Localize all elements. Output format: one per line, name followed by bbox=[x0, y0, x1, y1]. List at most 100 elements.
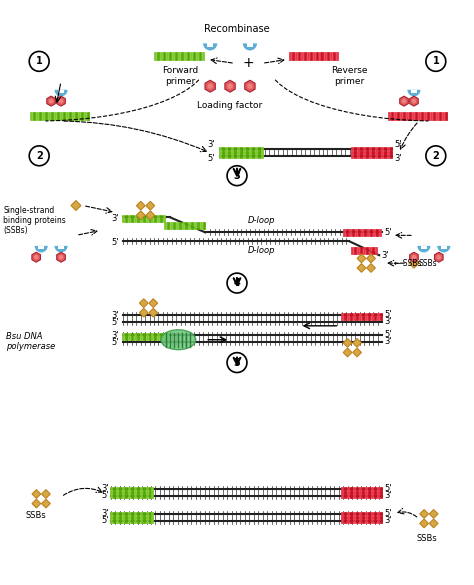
Text: 5': 5' bbox=[384, 311, 392, 319]
Text: 3': 3' bbox=[111, 311, 118, 321]
Text: 5: 5 bbox=[234, 357, 240, 367]
Wedge shape bbox=[407, 90, 420, 97]
Text: 3': 3' bbox=[381, 251, 389, 260]
Text: 1: 1 bbox=[432, 56, 439, 66]
Wedge shape bbox=[437, 246, 450, 253]
Circle shape bbox=[208, 84, 213, 89]
Text: 3': 3' bbox=[384, 516, 392, 525]
Wedge shape bbox=[55, 90, 68, 97]
Circle shape bbox=[227, 353, 247, 373]
Text: Loading factor: Loading factor bbox=[197, 101, 263, 110]
Text: ← SSBs: ← SSBs bbox=[394, 259, 421, 268]
Polygon shape bbox=[343, 348, 352, 357]
Circle shape bbox=[228, 84, 233, 89]
Text: 3': 3' bbox=[384, 317, 392, 326]
Polygon shape bbox=[245, 80, 255, 92]
Text: Forward
primer: Forward primer bbox=[162, 66, 199, 86]
Polygon shape bbox=[366, 264, 375, 273]
Text: 5': 5' bbox=[384, 331, 392, 339]
Wedge shape bbox=[35, 246, 48, 253]
Polygon shape bbox=[429, 519, 438, 528]
FancyBboxPatch shape bbox=[207, 43, 213, 47]
Polygon shape bbox=[32, 499, 41, 508]
Polygon shape bbox=[225, 80, 235, 92]
Polygon shape bbox=[42, 490, 50, 498]
Circle shape bbox=[49, 99, 54, 104]
Text: 3': 3' bbox=[101, 484, 109, 493]
Polygon shape bbox=[137, 201, 145, 210]
Polygon shape bbox=[435, 252, 443, 262]
Text: 4: 4 bbox=[234, 278, 240, 288]
FancyBboxPatch shape bbox=[411, 90, 417, 94]
Polygon shape bbox=[71, 201, 81, 211]
Text: 2: 2 bbox=[432, 151, 439, 161]
Text: Reverse
primer: Reverse primer bbox=[331, 66, 368, 86]
Polygon shape bbox=[146, 201, 155, 210]
Text: SSBs: SSBs bbox=[417, 534, 437, 542]
Wedge shape bbox=[203, 43, 217, 50]
Text: SSBs: SSBs bbox=[26, 511, 46, 519]
Text: 1: 1 bbox=[36, 56, 43, 66]
Circle shape bbox=[29, 146, 49, 166]
Text: 5': 5' bbox=[111, 318, 118, 328]
Circle shape bbox=[412, 255, 416, 259]
Circle shape bbox=[247, 84, 253, 89]
Polygon shape bbox=[357, 264, 366, 273]
Polygon shape bbox=[57, 96, 65, 106]
Text: 5': 5' bbox=[394, 140, 401, 149]
Text: 5': 5' bbox=[384, 484, 392, 493]
Polygon shape bbox=[343, 339, 352, 347]
Text: 3': 3' bbox=[101, 509, 109, 518]
Text: 5': 5' bbox=[384, 509, 392, 518]
Text: 3': 3' bbox=[384, 491, 392, 500]
Polygon shape bbox=[42, 499, 50, 508]
FancyBboxPatch shape bbox=[58, 246, 64, 249]
FancyBboxPatch shape bbox=[38, 246, 44, 249]
Text: 5': 5' bbox=[101, 516, 109, 525]
Text: Single-strand
binding proteins
(SSBs): Single-strand binding proteins (SSBs) bbox=[3, 205, 66, 235]
Text: D-loop: D-loop bbox=[248, 216, 275, 225]
Text: 5': 5' bbox=[208, 154, 215, 163]
Polygon shape bbox=[400, 96, 408, 106]
Polygon shape bbox=[149, 299, 158, 308]
Polygon shape bbox=[353, 339, 362, 347]
Circle shape bbox=[59, 99, 63, 104]
Polygon shape bbox=[366, 254, 375, 263]
Text: 3': 3' bbox=[208, 140, 215, 149]
Circle shape bbox=[426, 51, 446, 71]
Polygon shape bbox=[57, 252, 65, 262]
Polygon shape bbox=[357, 254, 366, 263]
FancyBboxPatch shape bbox=[58, 90, 64, 94]
Text: Bsu DNA
polymerase: Bsu DNA polymerase bbox=[6, 332, 55, 351]
Polygon shape bbox=[419, 510, 428, 518]
Circle shape bbox=[227, 166, 247, 185]
Text: 3': 3' bbox=[111, 331, 118, 340]
Ellipse shape bbox=[161, 330, 196, 350]
FancyBboxPatch shape bbox=[421, 246, 427, 249]
Text: 5': 5' bbox=[101, 491, 109, 500]
Polygon shape bbox=[146, 211, 155, 219]
Polygon shape bbox=[137, 211, 145, 219]
Text: 5': 5' bbox=[384, 228, 392, 237]
Polygon shape bbox=[410, 96, 418, 106]
Text: D-loop: D-loop bbox=[248, 246, 275, 254]
Text: 3': 3' bbox=[384, 337, 392, 346]
Circle shape bbox=[412, 99, 416, 104]
Wedge shape bbox=[243, 43, 257, 50]
Polygon shape bbox=[139, 299, 148, 308]
Text: 5': 5' bbox=[111, 338, 118, 347]
Circle shape bbox=[402, 99, 406, 104]
Polygon shape bbox=[205, 80, 215, 92]
Polygon shape bbox=[47, 96, 55, 106]
Circle shape bbox=[426, 146, 446, 166]
Circle shape bbox=[59, 255, 63, 259]
Polygon shape bbox=[32, 252, 40, 262]
FancyBboxPatch shape bbox=[246, 43, 253, 47]
Text: +: + bbox=[242, 56, 254, 70]
Circle shape bbox=[29, 51, 49, 71]
Text: Recombinase: Recombinase bbox=[204, 23, 270, 33]
Polygon shape bbox=[149, 308, 158, 317]
Circle shape bbox=[437, 255, 441, 259]
Polygon shape bbox=[32, 490, 41, 498]
FancyBboxPatch shape bbox=[441, 246, 447, 249]
